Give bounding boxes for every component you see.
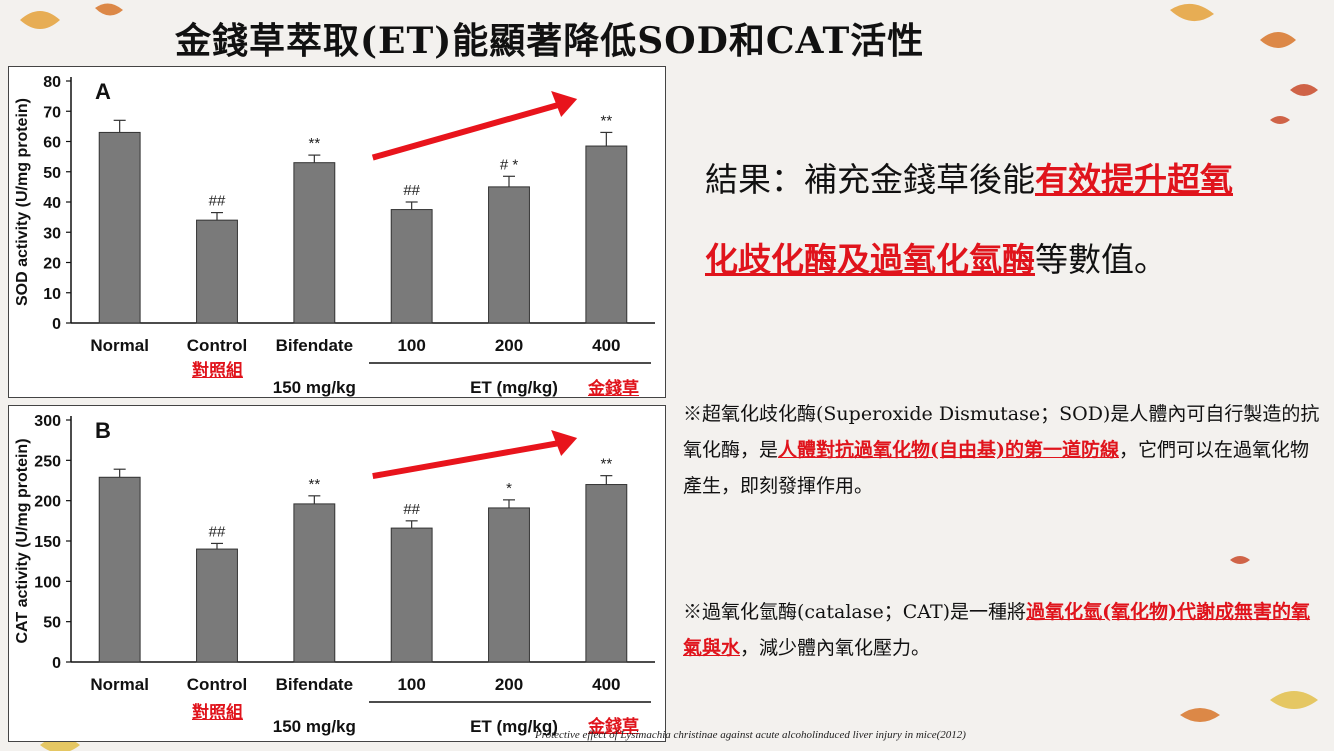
y-tick-label: 200 [34,494,61,511]
et-chinese-label-a: 金錢草 [588,379,639,399]
leaf-icon [1290,84,1318,96]
y-tick-label: 40 [43,195,61,212]
y-tick-label: 10 [43,286,61,303]
cat-bar-chart: CAT activity (U/mg protein) B 0 50 100 150 200… [14,413,655,736]
et-dose-label: ET (mg/kg) [470,378,558,397]
significance-label: ** [600,112,612,129]
sod-note: ※超氧化歧化酶(Superoxide Dismutase；SOD)是人體內可自行… [683,396,1323,504]
x-tick-label: 100 [397,675,425,694]
significance-label: ## [209,193,226,210]
y-tick-label: 150 [34,534,61,551]
bifendate-dose-label: 150 mg/kg [273,378,356,397]
leaf-icon [20,11,60,29]
bar [293,162,336,324]
x-tick-label: Bifendate [276,336,353,355]
y-tick-label: 80 [43,74,61,91]
sod-note-highlight: 人體對抗過氧化物(自由基)的第一道防線 [778,439,1119,461]
y-tick-label: 50 [43,165,61,182]
et-chinese-label-b: 金錢草 [588,717,639,737]
panel-letter: A [95,79,111,104]
significance-label: ## [209,523,226,540]
leaf-icon [95,3,123,16]
significance-label: ## [403,182,420,199]
trend-arrow-line [371,100,566,161]
sod-note-prefix: ※超氧化歧化酶(Superoxide Dismutase；SOD)是人體內可自行… [683,403,1320,461]
x-tick-label: Control [187,336,247,355]
leaf-icon [1180,708,1220,722]
trend-arrow-head-icon [551,91,578,117]
bar [196,548,238,663]
significance-label: ** [308,476,320,493]
sod-note-suffix: ，它們可以在過氧化物產生，即刻發揮作用。 [683,439,1310,497]
leaf-icon [1170,3,1214,22]
significance-label: * [506,480,512,497]
bifendate-dose-label: 150 mg/kg [273,717,356,736]
x-tick-label: 400 [592,675,620,694]
trend-arrow-line [372,439,566,480]
result-highlight: 有效提升超氧化歧化酶及過氧化氫酶 [705,160,1233,279]
significance-label: # * [500,156,519,173]
y-tick-label: 0 [52,655,61,672]
sod-chart-panel: SOD activity (U/mg protein) A 0 10 20 30 40 50 6… [8,66,666,398]
bar [98,131,141,324]
control-chinese-label-b: 對照組 [192,703,243,723]
x-tick-label: Bifendate [276,675,353,694]
cat-note-suffix: ，減少體內氧化壓力。 [740,637,931,659]
bar [390,527,433,663]
x-tick-label: Normal [90,336,149,355]
bar [488,186,530,324]
bar [196,219,238,324]
y-tick-label: 60 [43,135,61,152]
y-tick-label: 30 [43,225,61,242]
cat-chart-panel: CAT activity (U/mg protein) B 0 50 100 150 200… [8,405,666,742]
citation: Protective effect of Lysimachia christin… [535,729,966,741]
bar [293,503,336,663]
y-axis-label: SOD activity (U/mg protein) [14,98,31,306]
control-chinese-label-a: 對照組 [192,361,243,381]
x-tick-label: Control [187,675,247,694]
result-text: 結果：補充金錢草後能有效提升超氧化歧化酶及過氧化氫酶等數值。 [705,140,1265,300]
cat-note-prefix: ※過氧化氫酶(catalase；CAT)是一種將 [683,601,1027,623]
y-tick-label: 250 [34,453,61,470]
bar [488,507,530,663]
x-tick-label: 400 [592,336,620,355]
x-tick-label: 200 [495,675,523,694]
y-tick-label: 70 [43,104,61,121]
bar [98,476,141,663]
cat-note: ※過氧化氫酶(catalase；CAT)是一種將過氧化氫(氧化物)代謝成無害的氧… [683,594,1323,666]
cat-note-highlight: 過氧化氫(氧化物)代謝成無害的氧氣與水 [683,601,1311,659]
leaf-icon [1260,32,1296,48]
x-tick-label: Normal [90,675,149,694]
trend-arrow-head-icon [551,430,578,456]
significance-label: ** [600,456,612,473]
bar [390,209,433,324]
bar [585,145,628,324]
leaf-icon [1270,691,1318,709]
bar [585,484,628,663]
result-prefix: 結果：補充金錢草後能 [705,160,1035,199]
et-dose-label: ET (mg/kg) [470,717,558,736]
leaf-icon [1270,116,1290,124]
y-tick-label: 50 [43,615,61,632]
y-tick-label: 100 [34,574,61,591]
y-axis-label: CAT activity (U/mg protein) [14,438,31,643]
result-suffix: 等數值。 [1035,240,1167,279]
significance-label: ** [308,135,320,152]
y-tick-label: 20 [43,256,61,273]
y-tick-label: 300 [34,413,61,430]
slide-title: 金錢草萃取(ET)能顯著降低SOD和CAT活性 [175,20,925,62]
panel-letter: B [95,418,111,443]
leaf-icon [1230,556,1250,564]
x-tick-label: 200 [495,336,523,355]
significance-label: ## [403,501,420,518]
sod-bar-chart: SOD activity (U/mg protein) A 0 10 20 30 40 50 6… [14,74,655,397]
y-tick-label: 0 [52,316,61,333]
x-tick-label: 100 [397,336,425,355]
